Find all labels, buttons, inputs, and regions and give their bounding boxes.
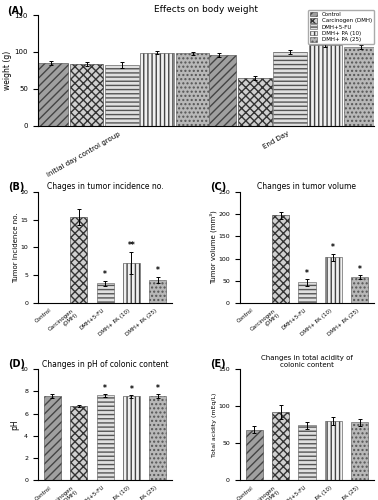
Bar (298, 282, 316, 303)
Text: (E): (E) (210, 359, 226, 369)
Bar (70, 217, 87, 303)
Bar (34, 63, 68, 126)
Bar (96, 284, 114, 303)
Y-axis label: Tumor volume (mm³): Tumor volume (mm³) (209, 210, 217, 284)
Bar (344, 46, 378, 126)
Text: (D): (D) (8, 359, 25, 369)
Bar (44, 396, 61, 480)
Title: Changes in tumor volume: Changes in tumor volume (257, 182, 356, 192)
Bar (123, 263, 140, 303)
Y-axis label: Total acidity (mEq/L): Total acidity (mEq/L) (212, 392, 217, 457)
Text: *: * (358, 264, 362, 274)
Title: Effects on body weight: Effects on body weight (154, 5, 258, 14)
Y-axis label: pH: pH (10, 420, 19, 430)
Bar (308, 44, 342, 126)
Bar (149, 280, 166, 303)
Bar (351, 277, 368, 303)
Text: *: * (305, 268, 309, 278)
Text: *: * (156, 384, 160, 392)
Text: (C): (C) (210, 182, 226, 192)
Bar (149, 396, 166, 480)
Bar (123, 396, 140, 480)
Y-axis label: Tumor Incidence no.: Tumor Incidence no. (13, 212, 19, 283)
Text: *: * (332, 244, 335, 252)
Text: *: * (103, 384, 107, 392)
Bar (203, 55, 236, 126)
Title: Changes in total acidity of
colonic content: Changes in total acidity of colonic cont… (261, 354, 353, 368)
Text: **: ** (128, 240, 135, 250)
Bar (96, 396, 114, 480)
Bar (105, 65, 139, 126)
Y-axis label: weight (g): weight (g) (3, 50, 12, 90)
Text: *: * (130, 385, 133, 394)
Bar (238, 78, 272, 126)
Bar (140, 52, 174, 126)
Text: (B): (B) (8, 182, 25, 192)
Bar (298, 426, 316, 480)
Bar (70, 406, 87, 480)
Bar (272, 215, 289, 303)
Bar (176, 54, 209, 126)
Text: *: * (156, 266, 160, 275)
Legend: Control, Carcinogen (DMH), DMH+5-FU, DMH+ PA (10), DMH+ PA (25): Control, Carcinogen (DMH), DMH+5-FU, DMH… (308, 10, 374, 44)
Bar (273, 52, 307, 126)
Bar (325, 421, 342, 480)
Bar (246, 430, 263, 480)
Text: *: * (103, 270, 107, 278)
Title: Chages in tumor incidence no.: Chages in tumor incidence no. (47, 182, 163, 192)
Bar (325, 257, 342, 303)
Bar (272, 412, 289, 480)
Bar (70, 64, 104, 126)
Bar (351, 422, 368, 480)
Text: (A): (A) (8, 6, 24, 16)
Title: Changes in pH of colonic content: Changes in pH of colonic content (42, 360, 168, 368)
